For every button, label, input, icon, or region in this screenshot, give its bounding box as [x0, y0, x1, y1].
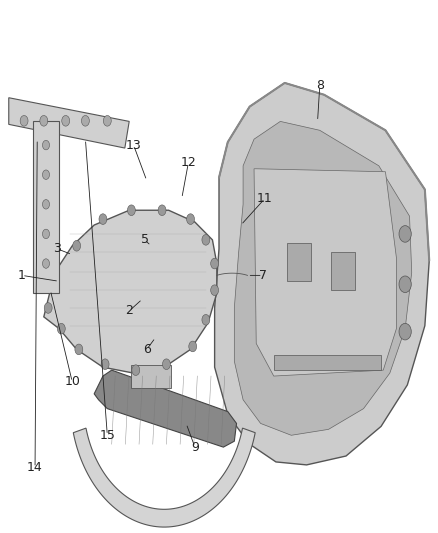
Circle shape: [57, 324, 65, 334]
Circle shape: [20, 116, 28, 126]
Polygon shape: [33, 122, 59, 293]
Text: 5: 5: [141, 233, 148, 246]
Circle shape: [101, 359, 109, 369]
Polygon shape: [234, 122, 412, 435]
Circle shape: [399, 225, 411, 242]
Text: 12: 12: [180, 156, 196, 169]
Text: 14: 14: [27, 462, 43, 474]
Polygon shape: [215, 83, 429, 465]
Text: 15: 15: [99, 429, 115, 442]
Circle shape: [42, 140, 49, 150]
Circle shape: [103, 116, 111, 126]
Polygon shape: [44, 210, 217, 373]
Circle shape: [187, 214, 194, 224]
Circle shape: [399, 276, 411, 293]
Text: 8: 8: [316, 79, 324, 92]
Circle shape: [202, 314, 210, 325]
Bar: [287, 243, 311, 281]
Circle shape: [44, 303, 52, 313]
Circle shape: [99, 214, 107, 224]
Circle shape: [62, 116, 70, 126]
Circle shape: [42, 199, 49, 209]
Polygon shape: [254, 169, 396, 376]
Bar: [131, 366, 171, 388]
Polygon shape: [94, 370, 237, 447]
Text: 1: 1: [18, 269, 26, 282]
Circle shape: [75, 344, 83, 355]
Circle shape: [81, 116, 89, 126]
Circle shape: [211, 285, 219, 295]
Text: 6: 6: [143, 343, 151, 356]
Polygon shape: [73, 428, 255, 527]
Circle shape: [158, 205, 166, 215]
Circle shape: [42, 229, 49, 239]
Circle shape: [42, 259, 49, 268]
Circle shape: [189, 341, 197, 352]
Text: 7: 7: [259, 269, 267, 282]
Circle shape: [211, 258, 219, 269]
Text: 13: 13: [126, 139, 141, 151]
Circle shape: [42, 170, 49, 180]
Text: 11: 11: [257, 192, 273, 205]
Circle shape: [202, 235, 210, 245]
Bar: [274, 356, 381, 370]
Circle shape: [73, 240, 81, 251]
Circle shape: [162, 359, 170, 369]
Circle shape: [127, 205, 135, 215]
Text: 10: 10: [64, 375, 80, 389]
Text: 3: 3: [53, 242, 61, 255]
Text: 9: 9: [191, 441, 199, 454]
Bar: [331, 252, 355, 290]
Polygon shape: [9, 98, 129, 148]
Text: 2: 2: [125, 304, 133, 318]
Circle shape: [132, 365, 140, 375]
Circle shape: [399, 324, 411, 340]
Circle shape: [40, 116, 48, 126]
